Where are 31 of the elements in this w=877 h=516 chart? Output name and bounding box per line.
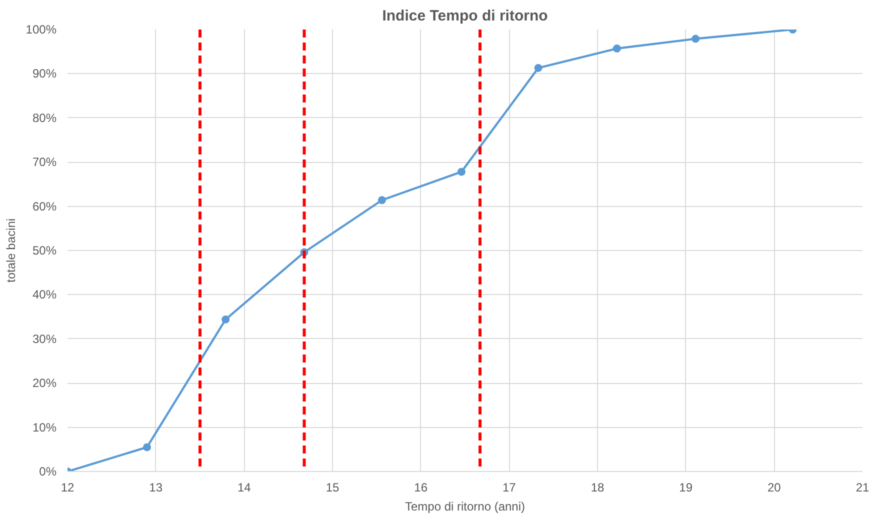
y-tick-label: 100%	[26, 22, 57, 36]
point	[222, 315, 230, 324]
point	[612, 44, 621, 52]
point	[143, 443, 151, 452]
x-tick-label: 14	[237, 480, 252, 494]
x-tick-label: 15	[326, 480, 340, 494]
point	[692, 34, 700, 43]
point	[534, 64, 542, 72]
point	[457, 168, 466, 176]
x-tick-label: 18	[590, 480, 604, 494]
y-axis-title: totale bacini	[4, 218, 18, 283]
x-axis-title: Tempo di ritorno (anni)	[404, 500, 526, 514]
x-tick-label: 13	[149, 480, 163, 494]
y-tick-label: 30%	[32, 332, 57, 346]
x-tick-label: 17	[502, 480, 516, 494]
y-tick-label: 70%	[32, 155, 57, 170]
chart-title: Indice Tempo di ritorno	[382, 8, 548, 24]
y-tick-label: 20%	[32, 376, 57, 390]
x-tick-label: 19	[679, 480, 693, 494]
x-tick-label: 20	[767, 480, 782, 494]
y-tick-label: 50%	[32, 244, 57, 258]
y-tick-label: 0%	[39, 464, 57, 478]
point	[378, 196, 386, 204]
y-tick-label: 80%	[32, 110, 57, 125]
x-tick-label: 12	[60, 480, 74, 494]
x-tick-label: 16	[414, 480, 428, 494]
y-tick-label: 90%	[32, 66, 57, 81]
y-tick-label: 60%	[32, 199, 57, 214]
x-tick-label: 21	[856, 480, 870, 494]
y-tick-label: 40%	[32, 288, 57, 302]
y-tick-label: 10%	[32, 420, 57, 434]
